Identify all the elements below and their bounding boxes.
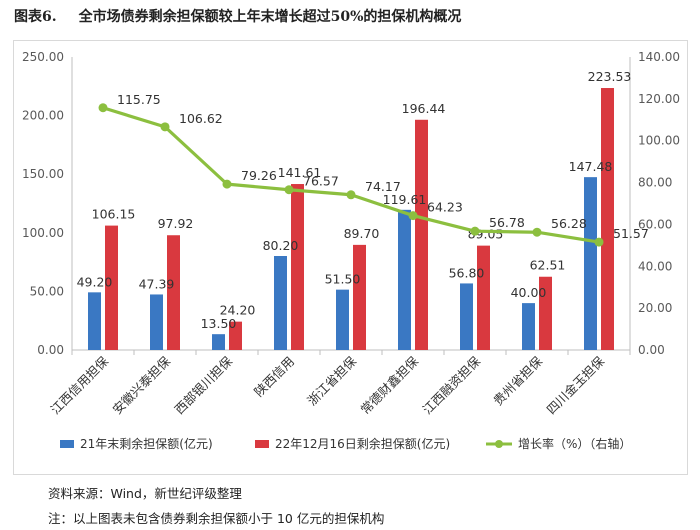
bar-21-year-end — [336, 289, 349, 350]
bar-21-year-end — [398, 209, 411, 350]
y-right-tick-label: 140.00 — [638, 50, 680, 64]
y-right-tick-label: 20.00 — [638, 301, 672, 315]
bar-22-value-label: 24.20 — [220, 303, 256, 318]
growth-rate-point — [160, 122, 170, 132]
bar-22-value-label: 106.15 — [92, 207, 136, 222]
y-right-tick-label: 80.00 — [638, 176, 672, 190]
category-label: 浙江省担保 — [304, 353, 359, 408]
bar-21-value-label: 56.80 — [449, 265, 485, 280]
remark-note: 注：以上图表未包含债券剩余担保额小于 10 亿元的担保机构 — [48, 511, 385, 526]
bar-21-value-label: 13.50 — [201, 316, 237, 331]
growth-rate-point — [284, 185, 294, 195]
bar-21-year-end — [212, 334, 225, 350]
figure-title-text: 全市场债券剩余担保额较上年末增长超过50%的担保机构概况 — [78, 9, 462, 25]
bar-21-value-label: 119.61 — [383, 192, 427, 207]
bar-22-dec-16 — [477, 245, 490, 350]
source-note: 资料来源：Wind，新世纪评级整理 — [48, 486, 242, 501]
bar-21-year-end — [88, 292, 101, 350]
bar-22-dec-16 — [601, 88, 614, 351]
y-left-tick-label: 200.00 — [22, 109, 64, 123]
bar-21-year-end — [150, 294, 163, 350]
y-left-tick-label: 50.00 — [30, 284, 64, 298]
growth-rate-label: 76.57 — [303, 174, 339, 189]
growth-rate-label: 56.78 — [489, 215, 525, 230]
growth-rate-point — [408, 211, 418, 221]
growth-rate-point — [346, 190, 356, 200]
growth-rate-label: 64.23 — [427, 200, 463, 215]
bar-22-dec-16 — [291, 184, 304, 350]
bar-21-year-end — [460, 283, 473, 350]
y-right-tick-label: 100.00 — [638, 134, 680, 148]
y-left-tick-label: 0.00 — [37, 343, 64, 357]
category-label: 江西融资担保 — [419, 353, 483, 417]
y-left-tick-label: 250.00 — [22, 50, 64, 64]
legend-label-22: 22年12月16日剩余担保额(亿元) — [275, 436, 450, 451]
y-right-tick-label: 40.00 — [638, 259, 672, 273]
y-right-tick-label: 60.00 — [638, 217, 672, 231]
category-label: 陕西信用 — [251, 354, 297, 400]
legend-label-growth: 增长率（%）（右轴） — [518, 436, 631, 451]
bar-22-value-label: 62.51 — [530, 258, 566, 273]
bar-22-dec-16 — [353, 244, 366, 350]
growth-rate-label: 56.28 — [551, 216, 587, 231]
growth-rate-label: 74.17 — [365, 179, 401, 194]
bar-22-value-label: 223.53 — [588, 69, 632, 84]
bar-21-value-label: 40.00 — [511, 285, 547, 300]
category-label: 西部银川担保 — [171, 353, 235, 417]
bar-21-year-end — [274, 256, 287, 350]
legend-label-21: 21年末剩余担保额(亿元) — [80, 436, 213, 451]
legend-swatch-growth-marker — [495, 440, 503, 448]
growth-rate-label: 79.26 — [241, 168, 277, 183]
bar-21-year-end — [522, 303, 535, 350]
bar-22-dec-16 — [539, 276, 552, 350]
growth-rate-point — [222, 179, 232, 189]
bar-21-value-label: 80.20 — [263, 238, 299, 253]
combo-chart: 0.00 50.00 100.00 150.00 200.00 250.00 0.00 20.… — [22, 50, 680, 451]
y-right-tick-label: 120.00 — [638, 92, 680, 106]
figure-title: 图表6. 全市场债券剩余担保额较上年末增长超过50%的担保机构概况 — [14, 6, 461, 26]
bar-21-value-label: 49.20 — [77, 274, 113, 289]
legend-swatch-22 — [255, 440, 269, 448]
bar-21-year-end — [584, 177, 597, 350]
category-label: 江西信用担保 — [47, 353, 111, 417]
chart-frame — [13, 40, 688, 475]
category-label: 贵州省担保 — [490, 353, 545, 408]
category-label: 四川金玉担保 — [543, 353, 607, 417]
y-right-tick-label: 0.00 — [638, 343, 665, 357]
bar-22-dec-16 — [229, 321, 242, 350]
growth-rate-point — [470, 226, 480, 236]
growth-rate-label: 51.57 — [613, 226, 649, 241]
bar-21-value-label: 51.50 — [325, 272, 361, 287]
bar-22-value-label: 97.92 — [158, 216, 194, 231]
bar-22-value-label: 196.44 — [402, 101, 446, 116]
legend-swatch-21 — [60, 440, 74, 448]
bar-22-value-label: 141.61 — [278, 165, 322, 180]
bar-21-value-label: 47.39 — [139, 276, 175, 291]
growth-rate-label: 106.62 — [179, 111, 223, 126]
growth-rate-label: 115.75 — [117, 92, 161, 107]
bar-22-dec-16 — [105, 225, 118, 350]
bar-22-value-label: 89.70 — [344, 226, 380, 241]
figure-label: 图表6. — [14, 9, 57, 25]
growth-rate-point — [532, 227, 542, 237]
bar-21-value-label: 147.48 — [569, 159, 613, 174]
y-left-tick-label: 150.00 — [22, 167, 64, 181]
category-label: 安徽兴泰担保 — [109, 353, 173, 417]
growth-rate-point — [98, 103, 108, 113]
bar-22-dec-16 — [415, 119, 428, 350]
bar-22-dec-16 — [167, 235, 180, 350]
y-left-tick-label: 100.00 — [22, 226, 64, 240]
growth-rate-point — [594, 237, 604, 247]
category-label: 常德财鑫担保 — [357, 353, 421, 417]
